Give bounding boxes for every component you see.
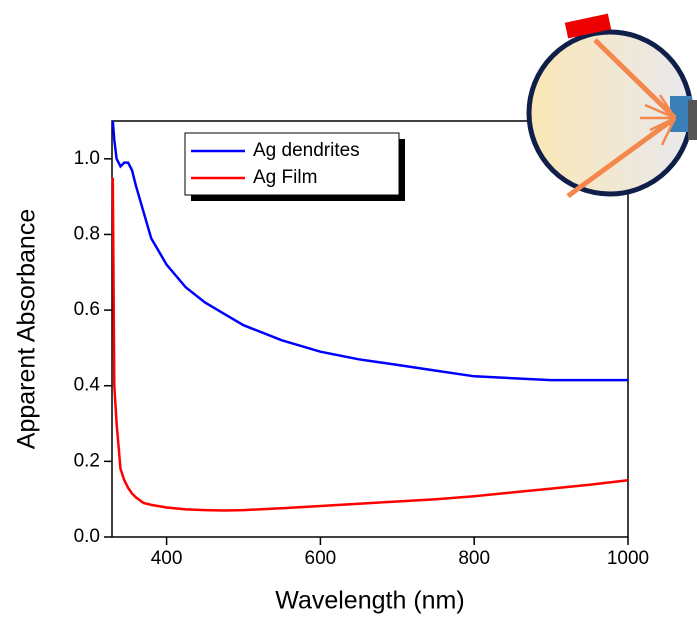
y-tick-label: 0.2: [74, 450, 100, 471]
x-tick-label: 400: [151, 548, 183, 569]
x-axis-label: Wavelength (nm): [275, 587, 464, 615]
legend: Ag dendrites Ag Film: [184, 132, 405, 201]
x-tick-label: 1000: [607, 548, 649, 569]
data-line: [111, 120, 628, 382]
x-tick-label: 800: [458, 548, 490, 569]
y-tick-label: 0.4: [74, 375, 101, 396]
data-line: [111, 177, 629, 512]
plot-frame: [111, 120, 629, 538]
y-tick-label: 0.8: [74, 223, 100, 244]
y-tick-label: 0.0: [74, 526, 100, 547]
legend-box: [184, 132, 400, 196]
plot-area: 0.0 0.2 0.4 0.6 0.8 1.0 400 600 800 1000: [74, 120, 649, 569]
sphere-diagram: [526, 13, 697, 199]
x-tick-label: 600: [305, 548, 337, 569]
legend-label: Ag dendrites: [253, 140, 360, 161]
legend-label: Ag Film: [253, 167, 317, 188]
y-axis-label: Apparent Absorbance: [13, 209, 41, 449]
y-tick-label: 1.0: [74, 148, 100, 169]
y-tick-label: 0.6: [74, 299, 100, 320]
